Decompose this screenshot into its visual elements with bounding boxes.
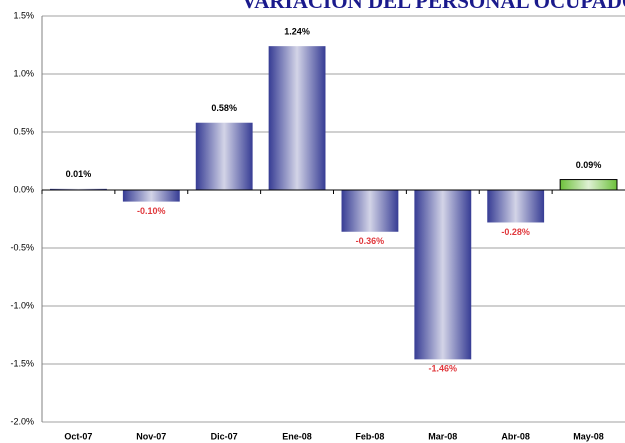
value-label: -1.46% [429,364,458,374]
x-tick-label: Dic-07 [211,431,238,441]
x-tick-label: Oct-07 [64,431,92,441]
x-tick-label: Mar-08 [428,431,457,441]
chart-title: VARIACION DEL PERSONAL OCUPADO [242,0,625,13]
y-tick-label: -1.0% [10,300,34,310]
y-tick-label: -1.5% [10,358,34,368]
x-tick-label: Abr-08 [501,431,530,441]
value-label: 1.24% [284,27,310,37]
y-tick-label: 0.0% [13,184,34,194]
y-tick-label: 1.5% [13,10,34,20]
bar [268,46,326,190]
bar [559,179,618,191]
bar [195,122,253,190]
x-tick-label: May-08 [573,431,604,441]
bar [487,190,545,223]
y-tick-label: 1.0% [13,68,34,78]
x-tick-label: Feb-08 [355,431,384,441]
y-tick-label: 0.5% [13,126,34,136]
bar [122,190,180,202]
value-label: 0.01% [66,169,92,179]
bar [50,188,107,190]
value-label: 0.09% [576,160,602,170]
x-tick-label: Ene-08 [282,431,312,441]
bar [341,190,399,232]
value-label: -0.28% [501,227,530,237]
y-tick-label: -2.0% [10,416,34,426]
y-tick-label: -0.5% [10,242,34,252]
value-label: -0.10% [137,206,166,216]
bar [414,190,472,360]
x-tick-label: Nov-07 [136,431,166,441]
value-label: 0.58% [211,103,237,113]
value-label: -0.36% [356,236,385,246]
